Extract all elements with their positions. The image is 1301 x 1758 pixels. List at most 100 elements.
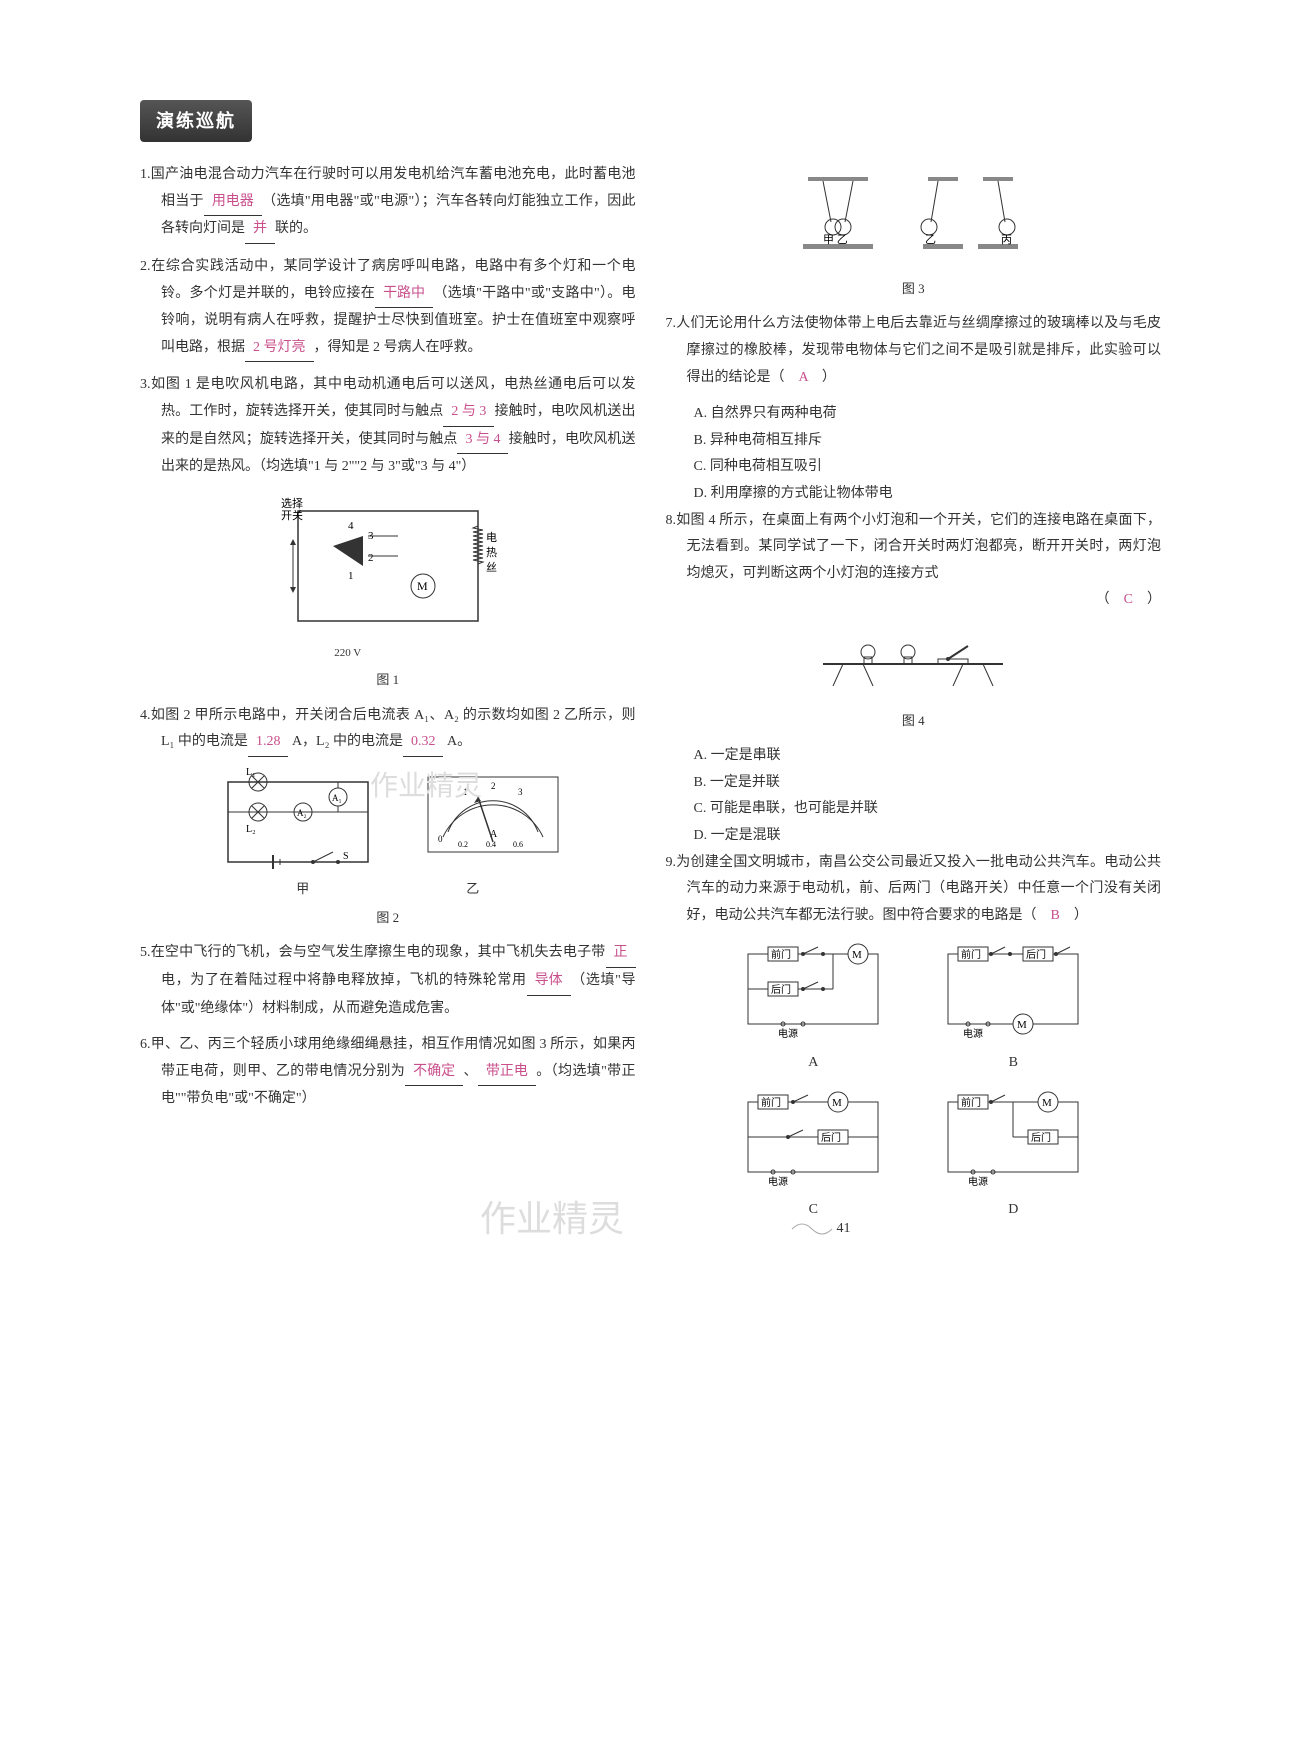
page-number: 41 <box>787 1215 851 1254</box>
q6-text-1: 、 <box>463 1064 478 1079</box>
svg-text:M: M <box>1042 1097 1052 1109</box>
question-number: 5. <box>140 945 151 960</box>
svg-text:2: 2 <box>491 781 496 791</box>
table-bulbs-icon <box>813 624 1013 694</box>
question-6: 6.甲、乙、丙三个轻质小球用绝缘细绳悬挂，相互作用情况如图 3 所示，如果丙带正… <box>140 1032 636 1113</box>
svg-text:1: 1 <box>463 787 468 797</box>
svg-text:后门: 后门 <box>771 983 791 996</box>
svg-text:0: 0 <box>438 834 443 844</box>
svg-text:A: A <box>490 829 498 840</box>
svg-text:M: M <box>852 949 862 961</box>
svg-text:L₁: L₁ <box>246 767 256 778</box>
svg-text:前门: 前门 <box>771 948 791 961</box>
question-1: 1.国产油电混合动力汽车在行驶时可以用发电机给汽车蓄电池充电，此时蓄电池相当于用… <box>140 162 636 244</box>
circuit-b-icon: 前门 后门 M <box>933 939 1093 1039</box>
svg-text:电源: 电源 <box>768 1175 788 1187</box>
question-2: 2.在综合实践活动中，某同学设计了病房呼叫电路，电路中有多个灯和一个电铃。多个灯… <box>140 254 636 362</box>
q2-blank-1: 2 号灯亮 <box>245 335 314 363</box>
q8-text: 如图 4 所示，在桌面上有两个小灯泡和一个开关，它们的连接电路在桌面下，无法看到… <box>676 513 1161 581</box>
svg-text:1: 1 <box>348 570 354 582</box>
svg-text:M: M <box>417 579 428 593</box>
two-column-layout: 1.国产油电混合动力汽车在行驶时可以用发电机给汽车蓄电池充电，此时蓄电池相当于用… <box>140 162 1161 1234</box>
left-column: 1.国产油电混合动力汽车在行驶时可以用发电机给汽车蓄电池充电，此时蓄电池相当于用… <box>140 162 636 1234</box>
parallel-circuit-icon: L₁ L₂ A₂ A₁ <box>208 767 388 877</box>
svg-text:开关: 开关 <box>281 508 303 522</box>
q7-text: 人们无论用什么方法使物体带上电后去靠近与丝绸摩擦过的玻璃棒以及与毛皮摩擦过的橡胶… <box>676 316 1161 384</box>
svg-text:丝: 丝 <box>486 561 497 574</box>
voltage-label: 220 V <box>60 643 636 664</box>
svg-text:0.6: 0.6 <box>513 840 523 849</box>
q5-text-1: 电，为了在着陆过程中将静电释放掉，飞机的特殊轮常用 <box>161 973 527 988</box>
question-4: 4.如图 2 甲所示电路中，开关闭合后电流表 A₁、A₂ 的示数均如图 2 乙所… <box>140 703 636 757</box>
question-8: 8.如图 4 所示，在桌面上有两个小灯泡和一个开关，它们的连接电路在桌面下，无法… <box>666 508 1162 614</box>
question-3: 3.如图 1 是电吹风机电路，其中电动机通电后可以送风，电热丝通电后可以发热。工… <box>140 372 636 480</box>
q5-blank-1: 导体 <box>527 968 571 996</box>
svg-text:0.2: 0.2 <box>458 840 468 849</box>
question-9: 9.为创建全国文明城市，南昌公交公司最近又投入一批电动公共汽车。电动公共汽车的动… <box>666 850 1162 930</box>
circuit-c-icon: 前门 M 后门 电源 <box>733 1087 893 1187</box>
q7-option-b: B. 异种电荷相互排斥 <box>666 428 1162 455</box>
q4-text-2: A。 <box>443 734 471 749</box>
question-number: 3. <box>140 377 151 392</box>
q6-blank-0: 不确定 <box>405 1059 463 1087</box>
svg-text:M: M <box>832 1097 842 1109</box>
svg-text:0.4: 0.4 <box>486 840 496 849</box>
svg-text:前门: 前门 <box>961 1096 981 1109</box>
svg-text:A₂: A₂ <box>297 808 307 818</box>
question-5: 5.在空中飞行的飞机，会与空气发生摩擦生电的现象，其中飞机失去电子带正电，为了在… <box>140 940 636 1022</box>
svg-text:A₁: A₁ <box>332 793 342 803</box>
svg-text:丙: 丙 <box>1001 234 1012 246</box>
figure-3-caption: 图 3 <box>666 277 1162 302</box>
svg-text:后门: 后门 <box>1026 948 1046 961</box>
section-header: 演练巡航 <box>140 100 252 142</box>
svg-text:乙: 乙 <box>925 233 936 246</box>
q8-option-a: A. 一定是串联 <box>666 743 1162 770</box>
svg-text:电源: 电源 <box>963 1027 983 1039</box>
svg-text:S: S <box>343 851 349 862</box>
q8-option-d: D. 一定是混联 <box>666 823 1162 850</box>
question-number: 6. <box>140 1037 151 1052</box>
fig2-label-yi: 乙 <box>466 877 479 902</box>
q8-option-b: B. 一定是并联 <box>666 770 1162 797</box>
hanging-balls-icon: 甲 乙 乙 丙 <box>783 172 1043 262</box>
figure-9-circuits: 前门 后门 M <box>666 939 1162 1223</box>
right-column: 甲 乙 乙 丙 图 3 7.人们无论用什么方法使物体带上电后去靠近与丝绸摩擦过的… <box>666 162 1162 1234</box>
svg-text:2: 2 <box>368 552 374 564</box>
q9-answer: B <box>1051 908 1060 923</box>
svg-text:4: 4 <box>348 520 354 532</box>
circuit-label-a: A <box>733 1050 893 1077</box>
selector-label: 选择 <box>281 496 303 510</box>
page-decoration-icon <box>787 1215 837 1243</box>
q7-option-d: D. 利用摩擦的方式能让物体带电 <box>666 481 1162 508</box>
q8-answer: C <box>1124 592 1133 607</box>
q7-option-a: A. 自然界只有两种电荷 <box>666 401 1162 428</box>
svg-text:L₂: L₂ <box>246 824 256 835</box>
q5-text-0: 在空中飞行的飞机，会与空气发生摩擦生电的现象，其中飞机失去电子带 <box>151 945 606 960</box>
figure-3: 甲 乙 乙 丙 图 3 <box>666 172 1162 301</box>
q6-blank-1: 带正电 <box>478 1059 536 1087</box>
svg-text:热: 热 <box>486 546 497 559</box>
svg-text:M: M <box>1017 1019 1027 1031</box>
question-number: 4. <box>140 708 151 723</box>
svg-text:前门: 前门 <box>761 1096 781 1109</box>
svg-text:电源: 电源 <box>778 1027 798 1039</box>
question-7: 7.人们无论用什么方法使物体带上电后去靠近与丝绸摩擦过的玻璃棒以及与毛皮摩擦过的… <box>666 311 1162 391</box>
question-number: 7. <box>666 316 677 331</box>
svg-text:后门: 后门 <box>1031 1131 1051 1144</box>
question-number: 1. <box>140 167 151 182</box>
q4-blank-0: 1.28 <box>248 729 289 757</box>
question-number: 2. <box>140 259 151 274</box>
q2-blank-0: 干路中 <box>375 281 433 309</box>
figure-2-caption: 图 2 <box>140 906 636 931</box>
q1-blank-0: 用电器 <box>204 189 262 217</box>
q3-blank-1: 3 与 4 <box>457 427 508 455</box>
question-number: 9. <box>666 855 677 870</box>
svg-text:前门: 前门 <box>961 948 981 961</box>
q7-answer: A <box>799 370 808 385</box>
q9-text-end: ） <box>1060 908 1088 923</box>
q1-text-2: 联的。 <box>275 221 317 236</box>
circuit-a-icon: 前门 后门 M <box>733 939 893 1039</box>
page-number-value: 41 <box>837 1216 851 1243</box>
figure-2: L₁ L₂ A₂ A₁ <box>140 767 636 930</box>
svg-text:后门: 后门 <box>821 1131 841 1144</box>
